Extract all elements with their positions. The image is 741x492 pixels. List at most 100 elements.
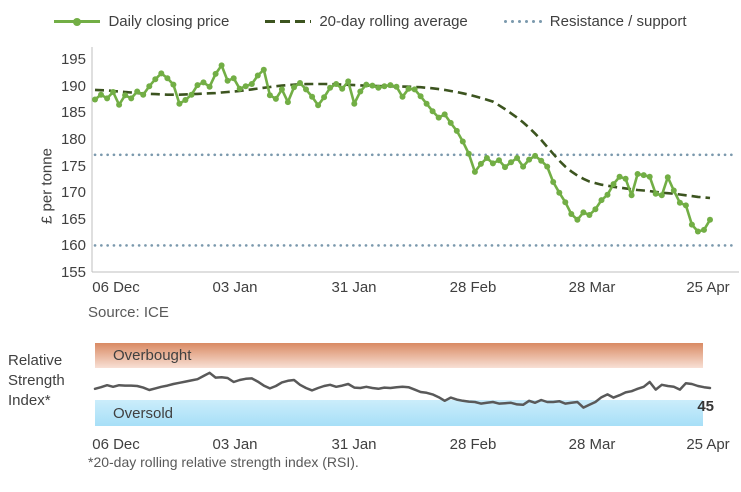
daily-price-marker xyxy=(345,78,352,85)
daily-price-marker xyxy=(309,93,316,100)
rsi-axis-title-line: Index* xyxy=(8,392,51,409)
daily-price-marker xyxy=(417,93,424,100)
daily-price-marker xyxy=(303,86,309,93)
daily-price-marker xyxy=(357,88,364,95)
y-tick-label: 195 xyxy=(60,51,86,68)
daily-price-marker xyxy=(610,181,617,188)
legend-item-daily-closing-price: Daily closing price xyxy=(54,13,229,30)
daily-price-marker xyxy=(176,100,183,107)
daily-price-marker xyxy=(544,163,551,170)
dotted-line-sample-icon xyxy=(503,20,542,23)
daily-price-marker xyxy=(429,108,436,115)
x-tick-label: 06 Dec xyxy=(92,436,140,453)
x-tick-label: 28 Feb xyxy=(449,436,497,453)
daily-price-marker xyxy=(622,175,629,182)
daily-price-marker xyxy=(284,99,291,106)
daily-price-marker xyxy=(146,83,153,90)
solid-line-with-marker-sample-icon xyxy=(54,17,101,26)
daily-price-marker xyxy=(248,81,255,87)
daily-price-marker xyxy=(393,83,400,90)
daily-price-marker xyxy=(170,81,177,88)
daily-price-marker xyxy=(483,155,490,161)
daily-price-marker xyxy=(477,160,484,167)
daily-price-marker xyxy=(574,216,581,223)
daily-price-marker xyxy=(266,92,273,99)
y-tick-label: 155 xyxy=(60,264,86,281)
dashed-line-sample-icon xyxy=(265,20,312,23)
daily-price-marker xyxy=(405,85,412,92)
daily-price-marker xyxy=(333,81,340,87)
daily-price-marker xyxy=(556,189,563,196)
daily-price-marker xyxy=(489,160,496,167)
daily-price-marker xyxy=(272,95,279,102)
daily-price-marker xyxy=(387,82,394,89)
daily-price-marker xyxy=(435,114,442,121)
daily-price-marker xyxy=(200,79,207,86)
daily-price-marker xyxy=(188,91,195,98)
daily-price-marker xyxy=(122,92,129,99)
daily-price-marker xyxy=(254,72,261,79)
daily-price-marker xyxy=(399,93,406,100)
daily-price-marker xyxy=(423,100,430,107)
daily-price-marker xyxy=(514,155,521,161)
daily-price-marker xyxy=(140,91,147,98)
daily-price-marker xyxy=(236,85,243,92)
daily-price-marker xyxy=(375,84,382,91)
x-tick-label: 25 Apr xyxy=(686,279,730,296)
daily-price-marker xyxy=(104,95,111,102)
daily-price-marker xyxy=(152,76,159,83)
daily-price-marker xyxy=(707,216,713,223)
daily-price-marker xyxy=(676,199,683,206)
daily-price-marker xyxy=(315,102,322,109)
y-axis-title: £ per tonne xyxy=(38,148,56,224)
x-tick-label: 06 Dec xyxy=(92,279,140,296)
daily-price-marker xyxy=(369,82,376,89)
overbought-band: Overbought xyxy=(95,343,703,368)
daily-price-marker xyxy=(339,85,346,92)
daily-price-marker xyxy=(351,100,358,107)
daily-price-line xyxy=(94,64,712,233)
legend-label: Daily closing price xyxy=(108,13,230,30)
daily-price-marker xyxy=(670,187,677,194)
rsi-axis-title-line: Strength xyxy=(8,372,65,389)
rsi-axis-title: Relative Strength Index* xyxy=(8,351,65,411)
y-tick-label: 180 xyxy=(60,130,86,148)
daily-price-marker xyxy=(682,202,689,209)
daily-price-marker xyxy=(411,86,418,93)
daily-price-marker xyxy=(502,164,508,171)
rsi-last-value-label: 45 xyxy=(697,398,714,415)
y-tick-label: 160 xyxy=(60,237,86,255)
x-tick-label: 03 Jan xyxy=(212,279,258,296)
daily-price-marker xyxy=(459,138,466,145)
y-tick-label: 190 xyxy=(60,77,86,95)
marker-dot-icon xyxy=(73,17,82,26)
legend-label: Resistance / support xyxy=(549,13,687,30)
daily-price-marker xyxy=(568,211,575,217)
daily-price-marker xyxy=(532,152,539,159)
daily-price-marker xyxy=(278,86,285,93)
daily-price-marker xyxy=(260,66,267,73)
daily-price-marker xyxy=(616,173,623,180)
daily-price-marker xyxy=(453,127,460,134)
daily-price-marker xyxy=(242,83,249,90)
daily-price-marker xyxy=(508,159,514,166)
daily-price-marker xyxy=(592,206,599,213)
footnote: *20-day rolling relative strength index … xyxy=(88,454,359,470)
daily-price-marker xyxy=(580,209,587,216)
rsi-axis-title-line: Relative xyxy=(8,352,63,369)
daily-price-marker xyxy=(182,97,189,103)
daily-price-marker xyxy=(562,199,569,206)
daily-price-marker xyxy=(441,111,448,118)
rolling-average-line xyxy=(94,82,711,200)
x-tick-label: 28 Feb xyxy=(449,279,497,296)
daily-price-marker xyxy=(110,89,117,95)
daily-price-marker xyxy=(664,174,671,181)
daily-price-marker xyxy=(447,119,454,126)
daily-price-marker xyxy=(496,157,502,164)
daily-price-marker xyxy=(212,70,219,77)
legend-label: 20-day rolling average xyxy=(319,13,468,30)
x-tick-label: 28 Mar xyxy=(568,279,616,296)
x-tick-label: 31 Jan xyxy=(331,436,377,453)
daily-price-marker xyxy=(363,81,370,88)
